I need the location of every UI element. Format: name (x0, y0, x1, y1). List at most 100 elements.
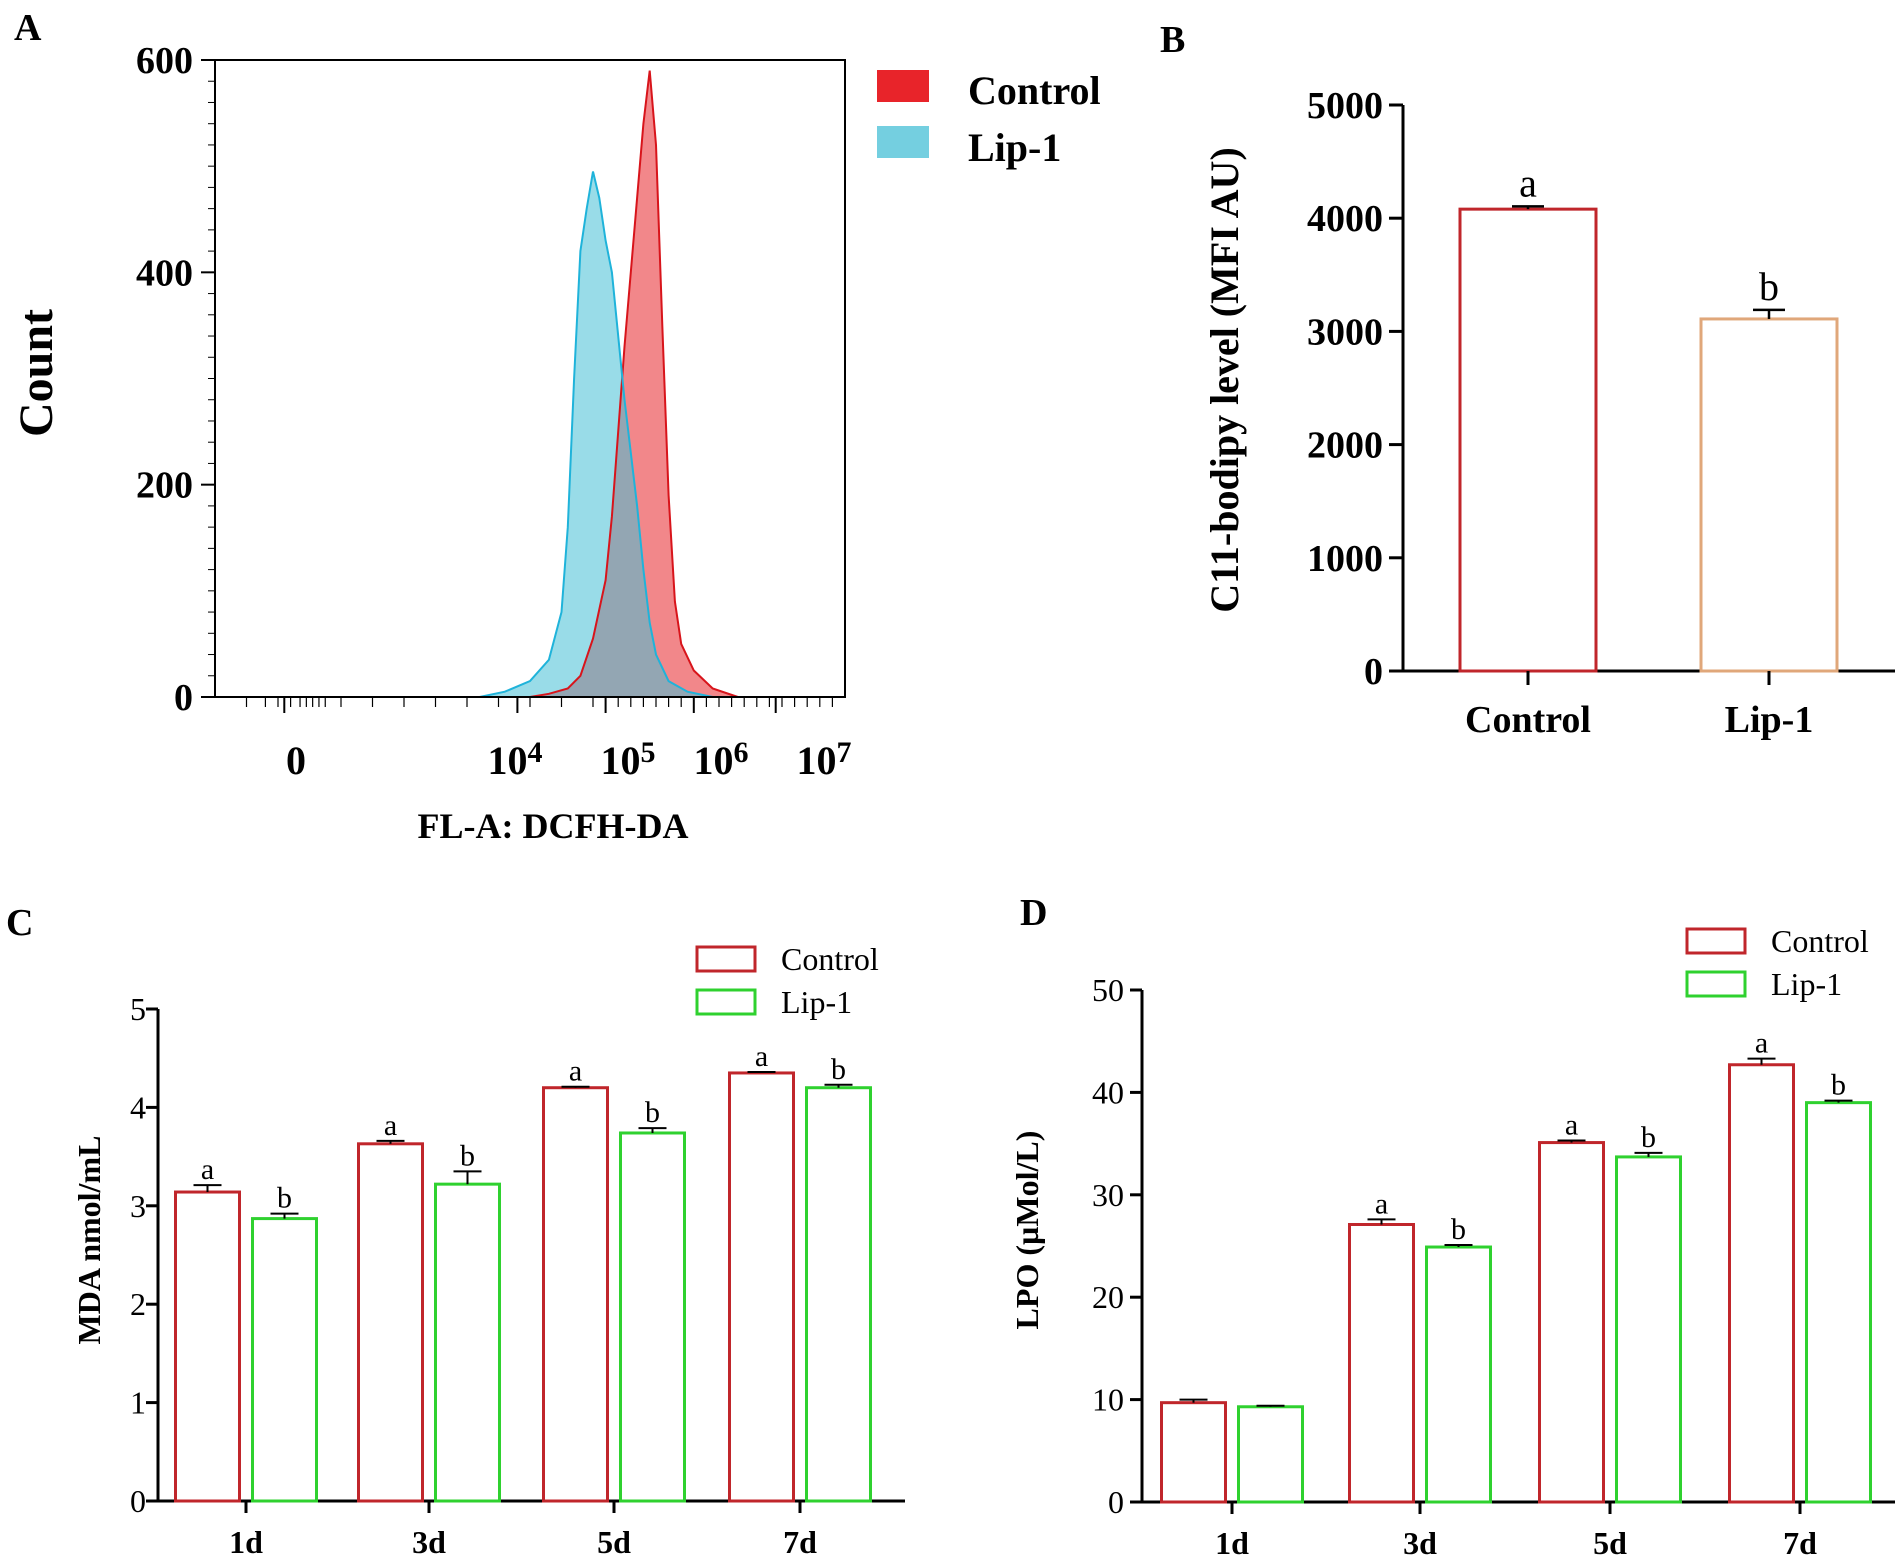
y-tick-label: 10 (1092, 1382, 1124, 1418)
panel-c-bar-chart: 0 1 2 3 4 5 MDA nmol/mL 1d a b 3d a b 5d a b 7d a b Control… (71, 941, 905, 1560)
x-tick-label: 5d (1593, 1525, 1627, 1561)
panel-d-bar-chart: 0 10 20 30 40 50 LPO (µMol/L) 1d 3d a b 5d a b 7d a b Con… (1009, 923, 1895, 1561)
bar-control-7d (1728, 1063, 1795, 1504)
y-tick-label: 0 (1364, 651, 1383, 693)
bar-lip-1 (1699, 317, 1839, 673)
y-tick-label: 50 (1092, 972, 1124, 1008)
bar-lip-1-5d (1615, 1155, 1682, 1504)
significance-letter: a (1375, 1187, 1388, 1220)
significance-letter: b (1831, 1069, 1846, 1102)
legend-label-control: Control (1771, 923, 1869, 959)
significance-letter: a (569, 1055, 582, 1088)
significance-letter: a (1755, 1027, 1768, 1060)
y-axis-title: MDA nmol/mL (71, 1136, 107, 1345)
x-tick-label: Control (1465, 699, 1591, 741)
legend-swatch-lip-1 (1685, 970, 1747, 998)
significance-letter: a (1519, 160, 1537, 205)
panel-label-c: C (6, 902, 33, 944)
bar-control-5d (542, 1086, 609, 1503)
significance-letter: a (1565, 1109, 1578, 1142)
y-tick-label: 3 (130, 1188, 146, 1224)
bar-lip-1-7d (1805, 1101, 1872, 1504)
bar-lip-1-3d (1425, 1245, 1492, 1504)
x-tick-label: 107 (797, 736, 852, 783)
legend-label-lip-1: Lip-1 (1771, 966, 1842, 1002)
y-tick-label: 30 (1092, 1177, 1124, 1213)
bar-control-1d (1160, 1401, 1227, 1504)
bar-lip-1-3d (434, 1182, 501, 1503)
x-tick-label: 1d (229, 1524, 263, 1560)
y-tick-label: 2000 (1307, 425, 1383, 467)
y-axis-title: LPO (µMol/L) (1009, 1131, 1045, 1330)
y-axis-title: Count (10, 309, 63, 437)
y-tick-label: 1 (130, 1385, 146, 1421)
panel-label-b: B (1160, 19, 1185, 61)
y-tick-label: 2 (130, 1286, 146, 1322)
histogram-frame (214, 59, 846, 698)
significance-letter: b (1759, 264, 1779, 309)
histogram-area-control (530, 70, 738, 698)
y-axis-title: C11-bodipy level (MFI AU) (1202, 147, 1247, 613)
x-tick-label: 7d (783, 1524, 817, 1560)
bar-lip-1-5d (619, 1131, 686, 1503)
significance-letter: b (1641, 1121, 1656, 1154)
significance-letter: a (755, 1040, 768, 1073)
legend-swatch-lip-1 (695, 988, 757, 1016)
bar-control-7d (728, 1071, 795, 1503)
panel-a-histogram: 0 200 400 600 0 104 105 106 107 FL-A: DCFH-DA Coun… (10, 40, 1101, 846)
x-tick-label: 1d (1215, 1525, 1249, 1561)
y-tick-label: 0 (1108, 1484, 1124, 1520)
histogram-area-lip-1 (479, 171, 713, 697)
legend-label-control: Control (781, 941, 879, 977)
panel-b-bar-chart: 0 1000 2000 3000 4000 5000 C11-bodipy level (M… (1202, 85, 1895, 741)
significance-letter: a (201, 1153, 214, 1186)
bar-control-3d (357, 1142, 424, 1503)
x-tick-label: 0 (286, 738, 306, 783)
legend-label-lip-1: Lip-1 (968, 125, 1061, 170)
y-tick-label: 600 (136, 40, 193, 82)
x-axis-title: FL-A: DCFH-DA (418, 806, 689, 846)
y-tick-label: 3000 (1307, 311, 1383, 353)
x-tick-label: 105 (601, 736, 656, 783)
significance-letter: b (277, 1182, 292, 1215)
x-tick-label: 3d (412, 1524, 446, 1560)
legend-swatch-control (877, 70, 929, 102)
significance-letter: b (460, 1139, 475, 1172)
legend-swatch-lip-1 (877, 126, 929, 158)
y-tick-label: 4 (130, 1089, 146, 1125)
x-tick-label: Lip-1 (1725, 699, 1814, 741)
y-tick-label: 40 (1092, 1074, 1124, 1110)
y-tick-label: 5 (130, 991, 146, 1027)
y-tick-label: 0 (174, 677, 193, 719)
legend-swatch-control (695, 945, 757, 973)
panel-label-a: A (14, 7, 42, 49)
significance-letter: b (831, 1053, 846, 1086)
x-tick-label: 3d (1403, 1525, 1437, 1561)
bar-control-3d (1348, 1222, 1415, 1504)
bar-lip-1-1d (251, 1217, 318, 1503)
legend-label-control: Control (968, 68, 1101, 113)
y-tick-label: 200 (136, 465, 193, 507)
bar-lip-1-7d (805, 1086, 872, 1503)
bar-lip-1-1d (1237, 1405, 1304, 1504)
y-tick-label: 400 (136, 252, 193, 294)
y-tick-label: 4000 (1307, 198, 1383, 240)
bar-control-5d (1538, 1141, 1605, 1504)
legend-label-lip-1: Lip-1 (781, 984, 852, 1020)
significance-letter: b (645, 1096, 660, 1129)
legend-swatch-control (1685, 927, 1747, 955)
histogram-line-control (529, 70, 739, 698)
x-tick-label: 104 (488, 736, 543, 783)
bar-control (1458, 207, 1598, 673)
bar-control-1d (174, 1190, 241, 1503)
x-tick-label: 5d (597, 1524, 631, 1560)
y-tick-label: 0 (130, 1483, 146, 1519)
y-tick-label: 20 (1092, 1279, 1124, 1315)
x-tick-label: 7d (1783, 1525, 1817, 1561)
significance-letter: b (1451, 1213, 1466, 1246)
panel-label-d: D (1020, 892, 1047, 934)
x-tick-label: 106 (694, 736, 749, 783)
y-tick-label: 5000 (1307, 85, 1383, 127)
significance-letter: a (384, 1109, 397, 1142)
